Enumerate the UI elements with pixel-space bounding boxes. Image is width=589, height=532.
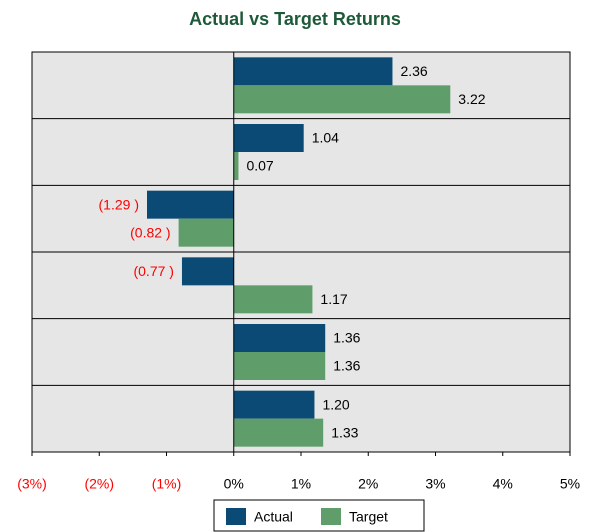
legend-label: Actual <box>254 509 293 525</box>
x-tick-label: 0% <box>224 476 244 492</box>
bar <box>233 124 304 152</box>
value-label: (1.29 ) <box>99 196 139 212</box>
x-tick-label: 2% <box>358 476 378 492</box>
value-label: 2.36 <box>400 63 427 79</box>
value-label: 1.36 <box>333 330 360 346</box>
legend-label: Target <box>349 509 388 525</box>
bar <box>233 85 451 114</box>
value-label: 1.20 <box>322 396 349 412</box>
x-tick-label: 5% <box>560 476 580 492</box>
value-label: (0.77 ) <box>133 263 173 279</box>
x-tick-label: (2%) <box>84 476 114 492</box>
legend-box <box>213 499 425 532</box>
chart-title: Actual vs Target Returns <box>189 9 401 29</box>
value-label: 3.22 <box>458 91 485 107</box>
bar <box>146 190 234 219</box>
value-label: (0.82 ) <box>130 224 170 240</box>
value-label: 1.36 <box>333 358 360 374</box>
bar <box>233 152 239 180</box>
x-tick-label: 3% <box>425 476 445 492</box>
legend-swatch <box>321 508 341 525</box>
x-tick-label: 4% <box>493 476 513 492</box>
bar <box>233 418 324 447</box>
bar <box>181 257 234 286</box>
x-tick-label: (1%) <box>152 476 182 492</box>
legend-swatch <box>226 508 246 525</box>
bar <box>233 57 393 86</box>
x-tick-label: (3%) <box>17 476 47 492</box>
bar <box>178 218 234 247</box>
value-label: 1.17 <box>320 291 347 307</box>
x-tick-label: 1% <box>291 476 311 492</box>
value-label: 0.07 <box>246 158 273 174</box>
value-label: 1.04 <box>312 130 339 146</box>
bar <box>233 390 315 419</box>
legend: Actual Target <box>213 499 425 532</box>
bar <box>233 324 326 352</box>
value-label: 1.33 <box>331 424 358 440</box>
bar <box>233 285 313 314</box>
bar <box>233 352 326 380</box>
